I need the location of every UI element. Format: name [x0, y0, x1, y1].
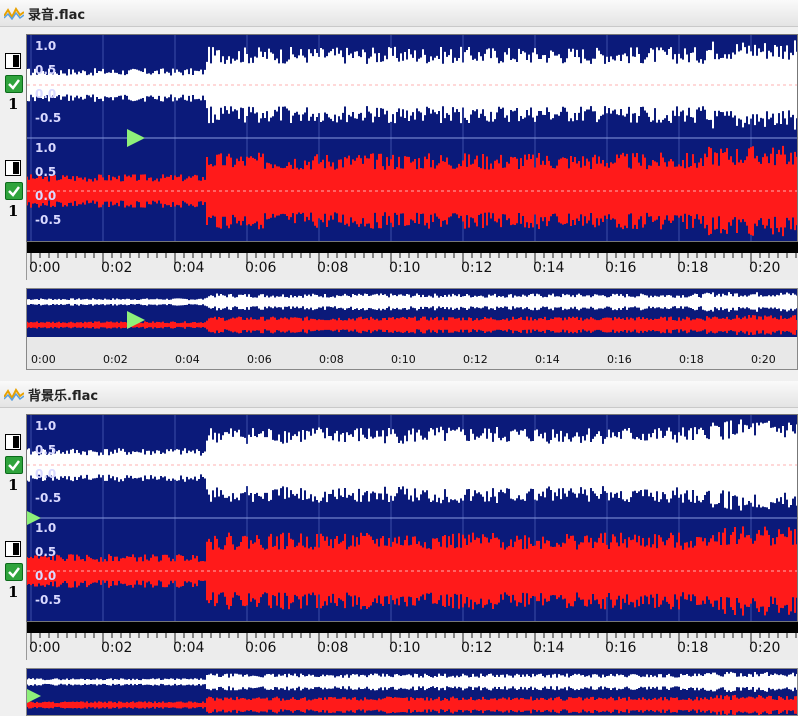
- play-marker-icon[interactable]: [27, 509, 41, 527]
- time-ruler-2[interactable]: 0:00 0:02 0:04 0:06 0:08 0:10 0:12 0:14 0:16 0:18…: [26, 622, 798, 660]
- time-label: 0:04: [173, 260, 205, 276]
- channel-split-icon[interactable]: [5, 541, 21, 557]
- time-label: 0:18: [677, 640, 709, 656]
- checkbox-checked-icon[interactable]: [5, 182, 23, 200]
- amplitude-label: 0.0: [35, 569, 57, 583]
- overview-panel-1[interactable]: 0:00 0:02 0:04 0:06 0:08 0:10 0:12 0:14 0:16 0:18…: [26, 288, 798, 370]
- time-label: 0:12: [461, 640, 493, 656]
- time-label: 0:16: [605, 640, 637, 656]
- ruler-bar: [27, 242, 798, 253]
- time-ruler-1[interactable]: 0:00 0:02 0:04 0:06 0:08 0:10 0:12 0:14 0:16 0:18…: [26, 242, 798, 280]
- amplitude-label: 0.5: [35, 545, 57, 559]
- waveform-icon: [4, 388, 24, 401]
- channel-2-controls: 1: [4, 160, 24, 240]
- time-label: 0:14: [535, 353, 560, 366]
- amplitude-label: 1.0: [35, 141, 57, 155]
- overview-channel-1: [27, 292, 797, 312]
- overview-waveform: [27, 289, 797, 337]
- track-header-1[interactable]: 录音.flac: [0, 0, 798, 27]
- time-label: 0:02: [101, 260, 133, 276]
- track-title: 背景乐.flac: [28, 389, 99, 404]
- time-label: 0:20: [749, 640, 781, 656]
- overview-channel-2: [27, 315, 797, 335]
- amplitude-label: -0.5: [35, 593, 62, 607]
- amplitude-label: 0.0: [35, 467, 57, 481]
- track-header-2[interactable]: 背景乐.flac: [0, 381, 798, 408]
- amplitude-label: 0.5: [35, 63, 57, 77]
- channel-2-controls: 1: [4, 541, 24, 621]
- channel-number: 1: [8, 583, 19, 601]
- time-label: 0:16: [605, 260, 637, 276]
- channel-split-icon[interactable]: [5, 160, 21, 176]
- overview-panel-2[interactable]: [26, 668, 798, 716]
- overview-waveform: [27, 669, 797, 715]
- amplitude-label: -0.5: [35, 491, 62, 505]
- overview-channel-1: [27, 671, 797, 692]
- time-label: 0:00: [31, 353, 56, 366]
- time-label: 0:08: [319, 353, 344, 366]
- amplitude-label: 1.0: [35, 419, 57, 433]
- play-marker-icon[interactable]: [127, 129, 145, 147]
- time-label: 0:06: [245, 260, 277, 276]
- overview-labels: 0:00 0:02 0:04 0:06 0:08 0:10 0:12 0:14 0:16 0:18…: [27, 353, 797, 369]
- time-label: 0:18: [677, 260, 709, 276]
- checkbox-checked-icon[interactable]: [5, 563, 23, 581]
- amplitude-label: -0.5: [35, 213, 62, 227]
- time-label: 0:12: [463, 353, 488, 366]
- time-label: 0:04: [173, 640, 205, 656]
- time-label: 0:04: [175, 353, 200, 366]
- time-label: 0:00: [29, 260, 61, 276]
- amplitude-label: 0.5: [35, 443, 57, 457]
- amplitude-label: -0.5: [35, 111, 62, 125]
- checkbox-checked-icon[interactable]: [5, 75, 23, 93]
- play-marker-icon[interactable]: [127, 311, 145, 329]
- waveform-icon: [4, 7, 24, 20]
- checkbox-checked-icon[interactable]: [5, 456, 23, 474]
- channel-1-controls: 1: [4, 53, 24, 133]
- overview-channel-2: [27, 695, 797, 715]
- amplitude-label: 0.0: [35, 189, 57, 203]
- time-label: 0:00: [29, 640, 61, 656]
- channel-number: 1: [8, 95, 19, 113]
- channel-number: 1: [8, 476, 19, 494]
- time-label: 0:12: [461, 260, 493, 276]
- ruler-labels: 0:00 0:02 0:04 0:06 0:08 0:10 0:12 0:14 0:16 0:18…: [27, 636, 798, 658]
- time-label: 0:08: [317, 260, 349, 276]
- waveform-display-1[interactable]: 1.0 0.5 0.0 -0.5 1.0 0.5 0.0 -0.5: [26, 34, 798, 242]
- time-label: 0:10: [389, 640, 421, 656]
- time-label: 0:18: [679, 353, 704, 366]
- ruler-bar: [27, 622, 798, 633]
- channel-split-icon[interactable]: [5, 53, 21, 69]
- time-label: 0:02: [101, 640, 133, 656]
- channel-number: 1: [8, 202, 19, 220]
- time-label: 0:08: [317, 640, 349, 656]
- waveform-display-2[interactable]: 1.0 0.5 0.0 -0.5 1.0 0.5 0.0 -0.5: [26, 414, 798, 622]
- time-label: 0:06: [245, 640, 277, 656]
- channel-1-controls: 1: [4, 434, 24, 514]
- track-title: 录音.flac: [28, 8, 86, 23]
- play-marker-icon[interactable]: [27, 687, 41, 705]
- ruler-labels: 0:00 0:02 0:04 0:06 0:08 0:10 0:12 0:14 0:16 0:18…: [27, 256, 798, 278]
- channel-split-icon[interactable]: [5, 434, 21, 450]
- time-label: 0:16: [607, 353, 632, 366]
- waveform-svg-2: [27, 415, 797, 621]
- time-label: 0:02: [103, 353, 128, 366]
- time-label: 0:14: [533, 640, 565, 656]
- time-label: 0:14: [533, 260, 565, 276]
- time-label: 0:20: [749, 260, 781, 276]
- time-label: 0:20: [751, 353, 776, 366]
- amplitude-label: 0.5: [35, 165, 57, 179]
- waveform-svg-1: [27, 35, 797, 241]
- time-label: 0:10: [391, 353, 416, 366]
- amplitude-label: 0.0: [35, 87, 57, 101]
- amplitude-label: 1.0: [35, 39, 57, 53]
- time-label: 0:06: [247, 353, 272, 366]
- time-label: 0:10: [389, 260, 421, 276]
